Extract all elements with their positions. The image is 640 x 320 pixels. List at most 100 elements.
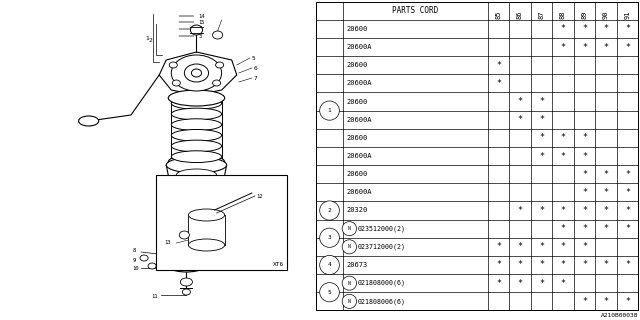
Text: 20600A: 20600A [346,189,372,195]
Text: 87: 87 [538,10,545,19]
Text: *: * [561,279,566,288]
Text: 2: 2 [148,37,152,43]
Ellipse shape [172,130,221,141]
Polygon shape [166,165,227,205]
Text: *: * [561,260,566,269]
Ellipse shape [212,80,221,86]
Ellipse shape [179,231,189,239]
Text: PARTS CORD: PARTS CORD [392,6,438,15]
Ellipse shape [172,108,221,120]
Text: 5: 5 [328,290,332,295]
Text: N: N [348,299,351,304]
Circle shape [320,201,339,220]
Text: *: * [496,61,501,70]
Ellipse shape [168,90,225,106]
Text: *: * [625,170,630,179]
Text: 20600: 20600 [346,171,367,177]
Text: *: * [561,24,566,33]
Text: *: * [517,242,522,251]
Text: 10: 10 [132,266,139,270]
Circle shape [342,240,356,254]
Text: 20600A: 20600A [346,153,372,159]
Text: *: * [582,297,587,306]
Text: *: * [604,170,609,179]
Ellipse shape [172,151,221,163]
Text: 89: 89 [582,10,588,19]
Ellipse shape [182,289,191,295]
Bar [188,215,225,245]
Ellipse shape [79,116,99,126]
Text: *: * [625,43,630,52]
Text: *: * [539,242,544,251]
Text: *: * [539,206,544,215]
Text: 1: 1 [328,108,332,113]
Circle shape [320,228,339,247]
Text: *: * [604,24,609,33]
Text: N: N [348,244,351,249]
Text: *: * [582,260,587,269]
Circle shape [342,294,356,308]
Text: *: * [625,188,630,197]
Text: 13: 13 [164,241,171,245]
Text: *: * [539,279,544,288]
Text: 3: 3 [328,235,332,240]
Text: 021808000(6): 021808000(6) [358,280,406,286]
Text: *: * [604,188,609,197]
Text: *: * [539,97,544,106]
Text: 11: 11 [152,293,158,299]
Text: *: * [561,206,566,215]
Ellipse shape [212,31,223,39]
Text: *: * [561,43,566,52]
Ellipse shape [172,140,221,152]
Text: 85: 85 [495,10,501,19]
Text: 7: 7 [254,76,258,81]
Text: 88: 88 [560,10,566,19]
Text: XT6: XT6 [273,262,284,267]
Text: 3: 3 [198,34,202,38]
Text: 20600: 20600 [346,135,367,141]
Text: 20673: 20673 [346,262,367,268]
Text: *: * [582,224,587,233]
Text: 20600: 20600 [346,99,367,105]
Text: 20600: 20600 [346,62,367,68]
Circle shape [342,222,356,236]
Text: *: * [604,297,609,306]
Ellipse shape [191,69,202,77]
Text: 023512000(2): 023512000(2) [358,225,406,232]
Text: *: * [604,43,609,52]
Text: *: * [539,151,544,161]
Text: 20600A: 20600A [346,44,372,50]
Ellipse shape [140,255,148,261]
Text: *: * [539,115,544,124]
Text: *: * [517,206,522,215]
Text: *: * [496,260,501,269]
Ellipse shape [191,25,202,35]
Bar [156,175,287,270]
Text: 20320: 20320 [346,207,367,213]
Text: *: * [561,133,566,142]
Text: 4: 4 [328,262,332,268]
Text: *: * [604,260,609,269]
Ellipse shape [188,239,225,251]
Text: *: * [582,170,587,179]
Ellipse shape [161,248,212,272]
Text: 6: 6 [254,66,258,70]
Text: 86: 86 [517,10,523,19]
Ellipse shape [179,180,214,190]
Ellipse shape [172,80,180,86]
Ellipse shape [184,242,209,254]
Text: 14: 14 [198,13,205,19]
Text: *: * [517,260,522,269]
Ellipse shape [174,254,198,266]
Text: 4: 4 [198,27,202,31]
Text: *: * [582,188,587,197]
Ellipse shape [184,64,209,82]
Ellipse shape [176,169,216,181]
Ellipse shape [172,55,221,91]
Text: *: * [582,133,587,142]
Text: *: * [517,97,522,106]
Text: 20600A: 20600A [346,80,372,86]
Text: 023712000(2): 023712000(2) [358,244,406,250]
Ellipse shape [174,199,219,211]
Text: 2: 2 [328,208,332,213]
